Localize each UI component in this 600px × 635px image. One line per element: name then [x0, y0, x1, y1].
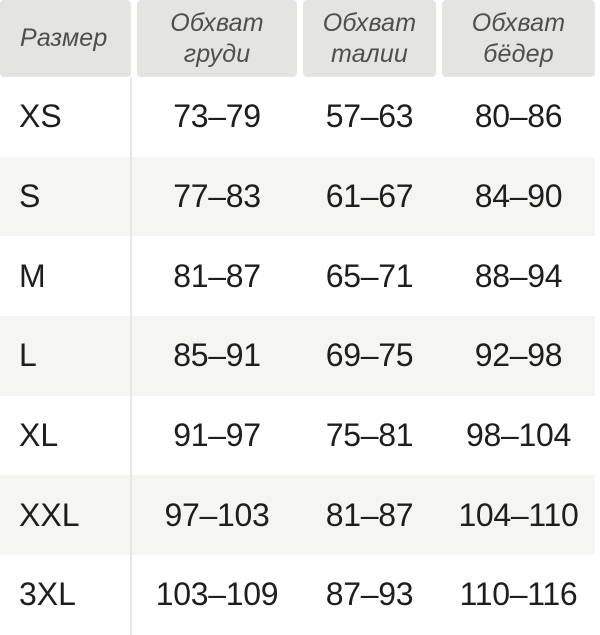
table-row-xxl: XXL 97–103 81–87 104–110 [0, 475, 595, 556]
hips-range: 84–90 [474, 178, 563, 215]
waist-range: 81–87 [325, 496, 414, 533]
hips-range: 92–98 [474, 337, 563, 374]
column-header-chest: Обхват груди [137, 0, 297, 77]
column-header-size: Размер [0, 0, 131, 77]
waist-range: 87–93 [325, 576, 414, 613]
size-label: S [19, 178, 41, 215]
table-row-l: L 85–91 69–75 92–98 [0, 316, 595, 396]
chest-range: 103–109 [155, 576, 279, 613]
chest-range: 85–91 [173, 337, 261, 374]
table-row-m: M 81–87 65–71 88–94 [0, 236, 595, 316]
table-row-xs: XS 73–79 57–63 80–86 [0, 77, 595, 157]
size-label: XS [19, 98, 62, 135]
table-row-s: S 77–83 61–67 84–90 [0, 156, 595, 237]
waist-range: 75–81 [325, 417, 414, 454]
table-row-3xl: 3XL 103–109 87–93 110–116 [0, 555, 595, 635]
size-label: L [19, 337, 37, 374]
hips-range: 110–116 [459, 576, 578, 613]
size-label: XXL [19, 496, 80, 533]
column-header-hips-line1: Обхват [471, 8, 566, 37]
hips-range: 104–110 [458, 496, 579, 533]
column-header-hips: Обхват бёдер [442, 0, 595, 77]
column-header-size-label: Размер [20, 24, 108, 52]
hips-range: 98–104 [466, 417, 571, 454]
waist-range: 65–71 [325, 257, 414, 294]
waist-range: 61–67 [325, 178, 414, 215]
size-chart-header: Размер Обхват груди Обхват талии Обхват … [0, 0, 600, 77]
column-header-waist: Обхват талии [303, 0, 436, 77]
size-label: 3XL [19, 576, 76, 613]
size-chart-body: XS 73–79 57–63 80–86 S 77–83 61–67 84–90… [0, 77, 600, 635]
column-header-chest-line2: груди [183, 39, 251, 68]
column-header-waist-line2: талии [330, 39, 409, 68]
hips-range: 80–86 [474, 98, 563, 135]
chest-range: 81–87 [173, 257, 261, 294]
hips-range: 88–94 [474, 257, 563, 294]
size-label: XL [19, 417, 59, 454]
chest-range: 73–79 [173, 98, 261, 135]
waist-range: 57–63 [325, 98, 414, 135]
table-row-xl: XL 91–97 75–81 98–104 [0, 396, 595, 476]
waist-range: 69–75 [325, 337, 414, 374]
chest-range: 97–103 [164, 496, 270, 533]
column-divider [130, 77, 132, 635]
column-header-chest-line1: Обхват [170, 8, 264, 37]
column-header-hips-line2: бёдер [483, 39, 554, 68]
chest-range: 77–83 [173, 178, 261, 215]
column-header-waist-line1: Обхват [322, 8, 417, 37]
size-label: M [19, 257, 46, 294]
chest-range: 91–97 [173, 417, 261, 454]
